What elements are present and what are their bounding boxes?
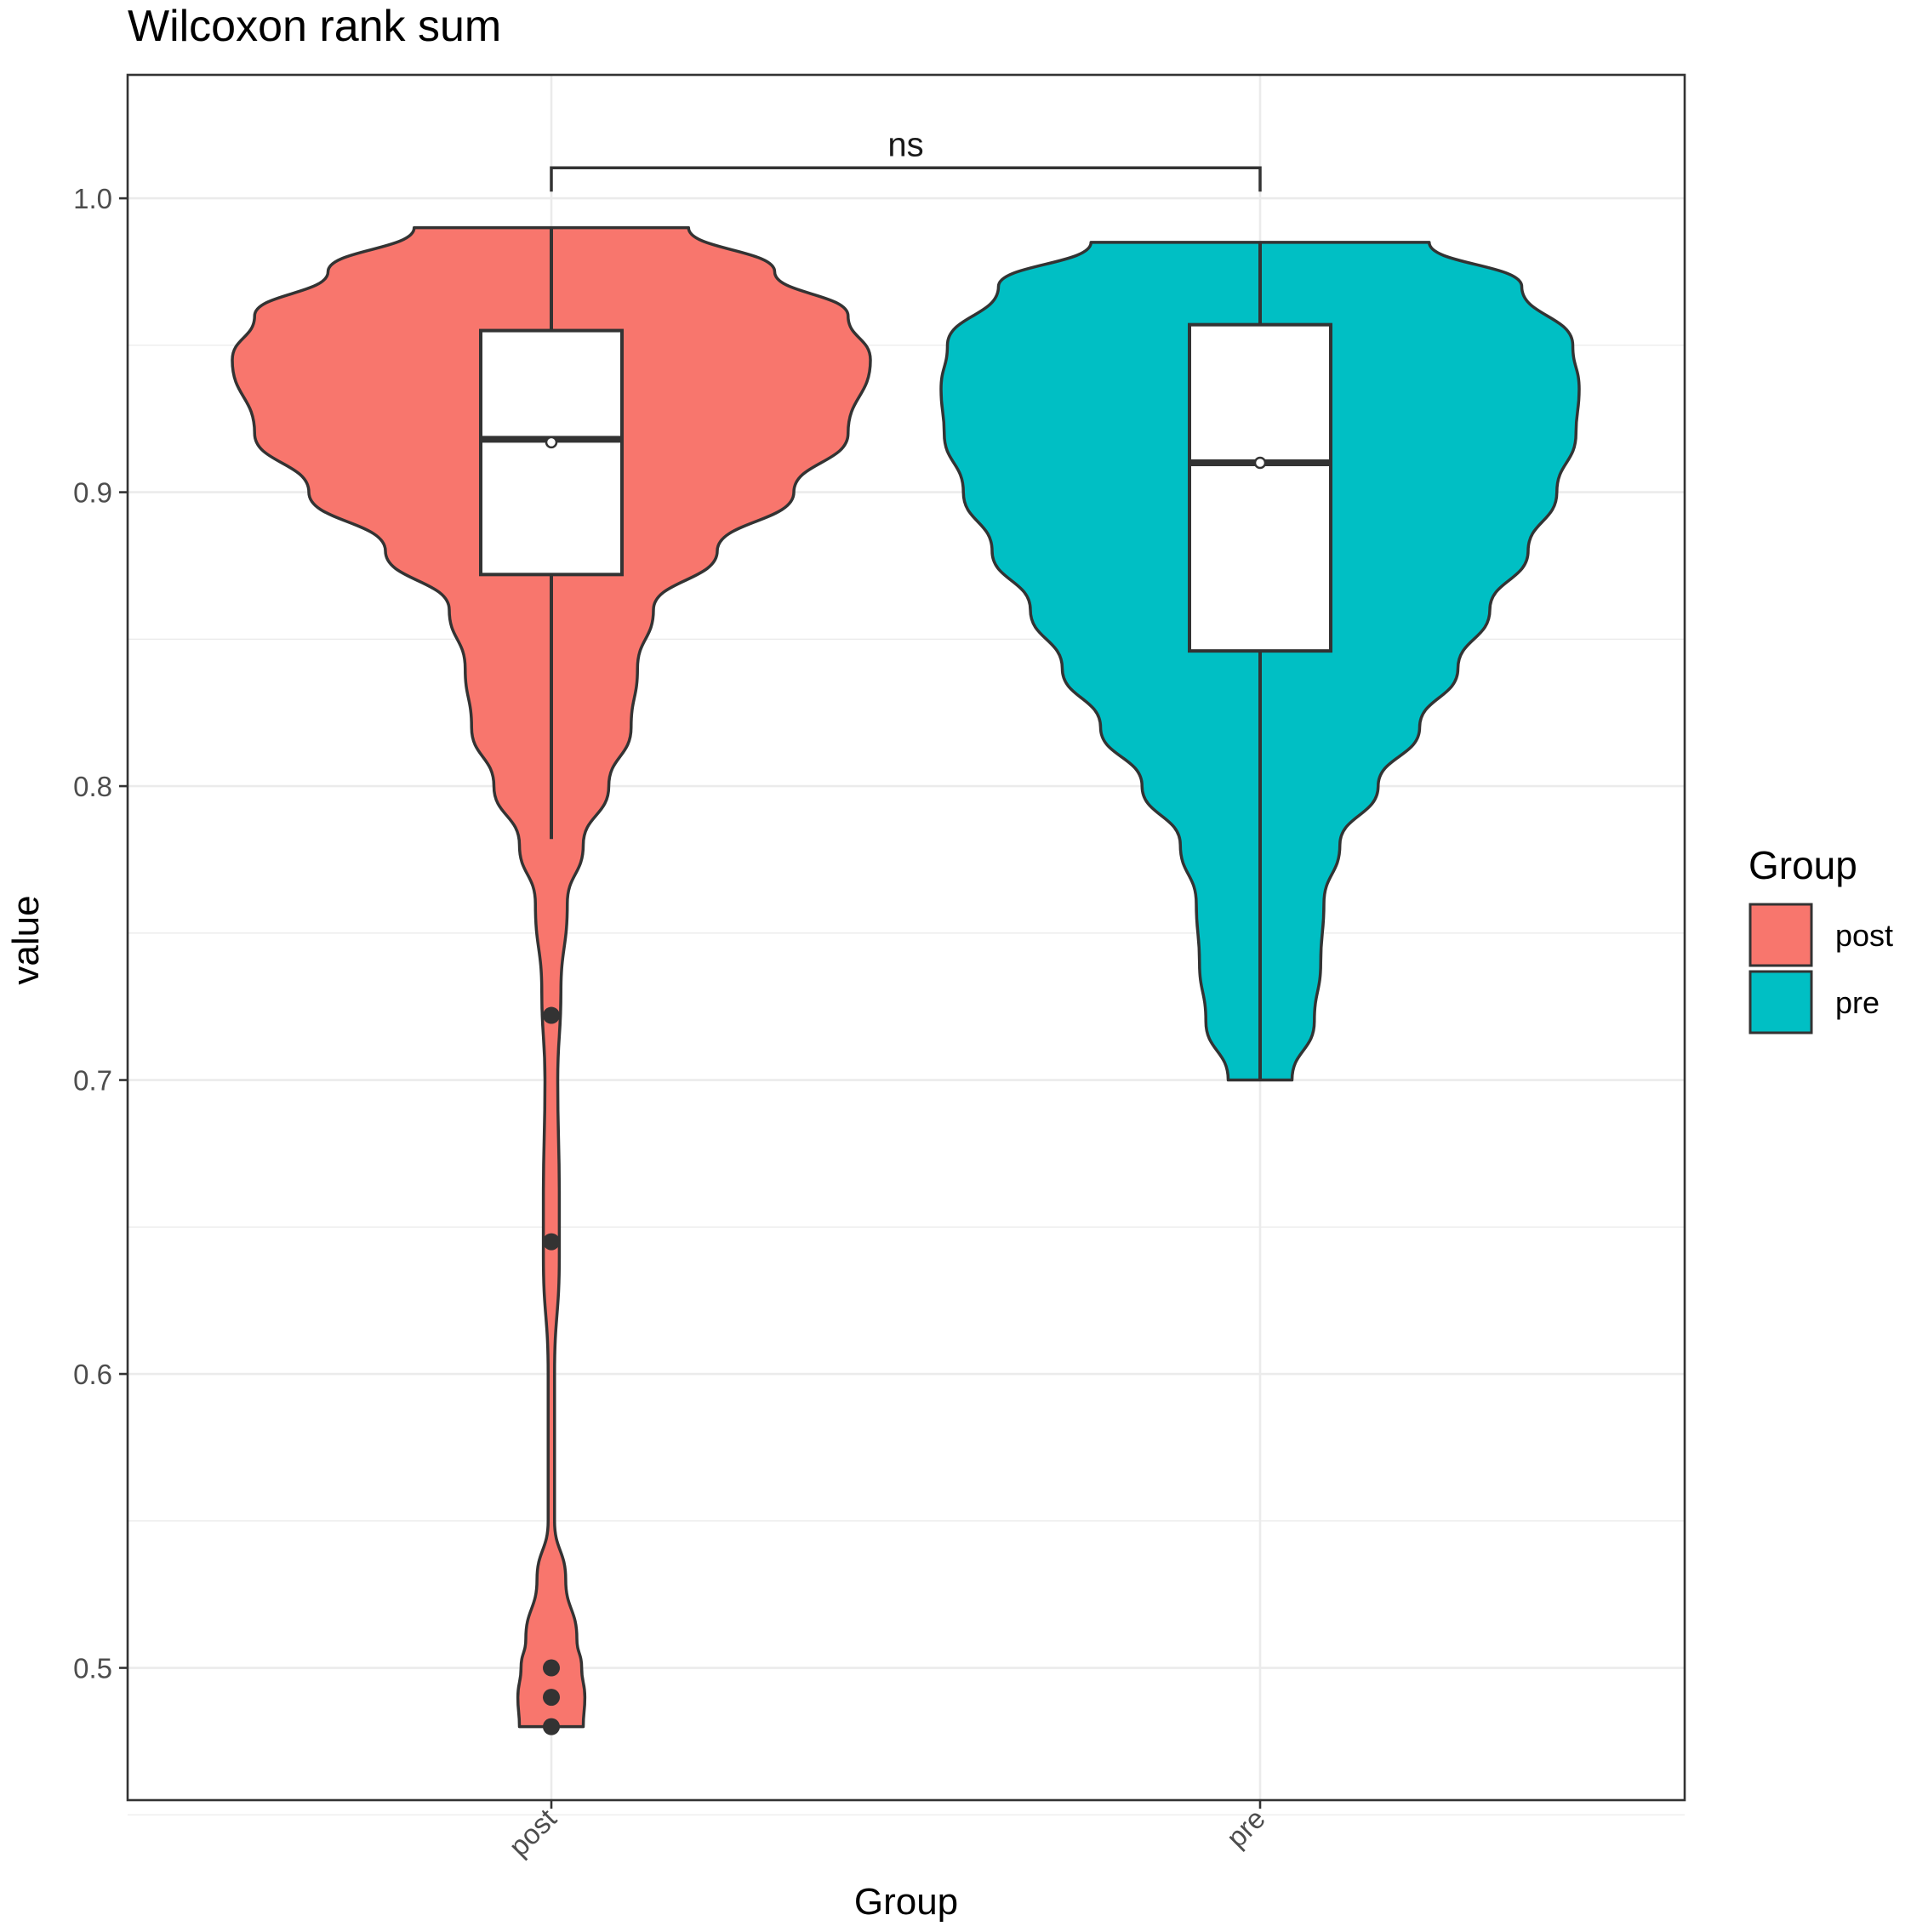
significance-label: ns xyxy=(887,126,923,163)
outlier-point-post xyxy=(543,1233,560,1251)
legend: Group post pre xyxy=(1748,843,1893,1034)
y-tick-label: 0.7 xyxy=(73,1065,112,1097)
boxplots xyxy=(479,227,1332,1735)
y-tick-label: 0.9 xyxy=(73,477,112,509)
outlier-point-post xyxy=(543,1689,560,1707)
y-tick-label: 0.8 xyxy=(73,771,112,802)
legend-key-post xyxy=(1748,903,1813,967)
outlier-point-post xyxy=(543,1718,560,1735)
y-tick-label: 0.5 xyxy=(73,1653,112,1684)
box-pre xyxy=(1188,322,1332,653)
legend-title: Group xyxy=(1748,843,1857,887)
violin-post xyxy=(231,225,872,1729)
panel-border xyxy=(126,73,1686,1802)
significance-bracket-line xyxy=(550,166,1262,192)
mean-point-pre xyxy=(1253,456,1267,470)
box-post xyxy=(479,328,624,577)
chart-title: Wilcoxon rank sum xyxy=(128,2,501,51)
y-axis-title: value xyxy=(5,895,47,984)
outlier-point-post xyxy=(543,1006,560,1024)
y-axis-ticks: 0.5 0.6 0.7 0.8 0.9 1.0 xyxy=(73,183,128,1684)
outlier-point-post xyxy=(543,1659,560,1677)
y-tick-label: 0.6 xyxy=(73,1359,112,1390)
x-axis-title: Group xyxy=(854,1881,958,1923)
violins xyxy=(231,225,1581,1729)
significance-bracket: ns xyxy=(550,126,1262,192)
legend-label-pre: pre xyxy=(1835,985,1880,1020)
x-axis-ticks: post pre xyxy=(503,1800,1271,1862)
legend-label-post: post xyxy=(1835,918,1893,953)
mean-point-post xyxy=(545,436,558,449)
y-tick-label: 1.0 xyxy=(73,183,112,214)
x-tick-label: post xyxy=(503,1803,562,1862)
legend-key-pre xyxy=(1748,970,1813,1034)
x-tick-label: pre xyxy=(1220,1803,1271,1854)
